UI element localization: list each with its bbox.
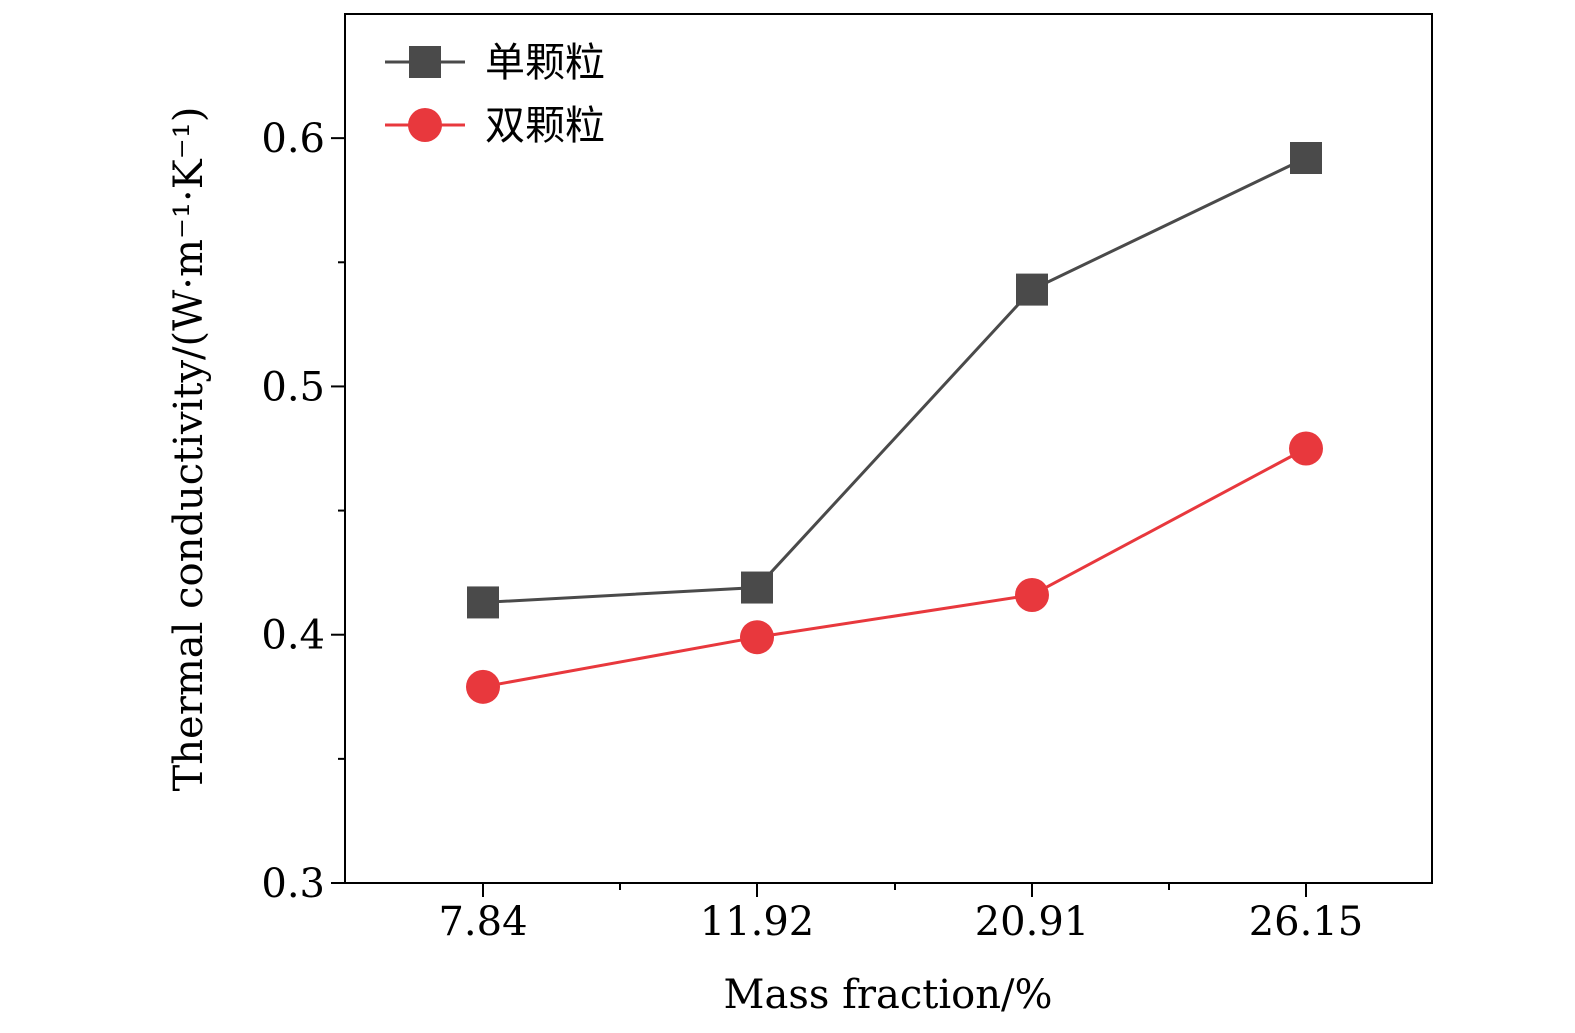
x-axis-title: Mass fraction/%	[724, 972, 1053, 1018]
data-point-square	[741, 571, 773, 604]
data-point-circle	[1015, 577, 1049, 612]
series-line-1	[482, 447, 1307, 689]
legend-label-single: 单颗粒	[485, 40, 605, 86]
data-point-square	[1290, 142, 1322, 175]
data-point-circle	[1289, 431, 1323, 466]
legend-label-double: 双颗粒	[485, 103, 605, 149]
legend-marker-double	[408, 108, 442, 142]
y-tick-label: 0.4	[261, 613, 325, 659]
x-axis: 7.84 11.92 20.91 26.15	[438, 883, 1363, 945]
x-tick-label: 11.92	[700, 899, 815, 945]
plot-area	[344, 13, 1433, 884]
x-tick-label: 20.91	[975, 899, 1090, 945]
y-tick-label: 0.3	[261, 861, 325, 907]
y-tick-label: 0.6	[261, 116, 325, 162]
series-layer	[466, 142, 1323, 704]
series-line-0	[482, 156, 1307, 604]
plot-frame	[344, 13, 1433, 884]
y-axis-title: Thermal conductivity/(W·m⁻¹·K⁻¹)	[166, 107, 212, 792]
y-tick-label: 0.5	[261, 364, 325, 410]
y-axis: 0.3 0.4 0.5 0.6	[261, 116, 345, 907]
x-tick-label: 7.84	[438, 899, 527, 945]
data-point-square	[1016, 273, 1048, 306]
data-point-circle	[740, 620, 774, 655]
data-point-square	[467, 586, 499, 619]
legend-marker-single	[409, 46, 441, 78]
x-tick-label: 26.15	[1249, 899, 1364, 945]
legend: 单颗粒 双颗粒	[385, 40, 605, 149]
data-point-circle	[466, 669, 500, 704]
